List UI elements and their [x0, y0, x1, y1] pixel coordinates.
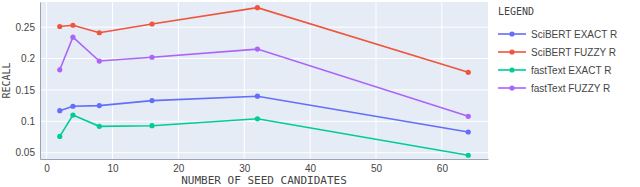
- marker: [57, 67, 62, 72]
- legend-entry: fastText FUZZY R: [498, 83, 610, 94]
- grid-line: [46, 2, 47, 159]
- marker: [57, 108, 62, 113]
- marker: [57, 24, 62, 29]
- marker: [97, 124, 102, 129]
- tick-label: 10: [107, 163, 119, 174]
- marker: [70, 112, 75, 117]
- plot-background: [40, 2, 488, 159]
- tick: 0: [44, 159, 50, 174]
- chart: 0 10 20 30 40 50 60 0.05 0.1 0.15 0.2 0.25 NUMBER OF…: [0, 0, 640, 187]
- grid-line: [40, 89, 488, 90]
- tick-label: 0.2: [21, 53, 35, 64]
- legend: LEGEND SciBERT EXACT R SciBERT FUZZY R fast…: [498, 6, 617, 94]
- tick-label: 0.05: [16, 147, 36, 158]
- tick: 20: [173, 159, 185, 174]
- legend-marker: [509, 31, 514, 36]
- tick: 0.25: [16, 22, 40, 33]
- marker: [97, 103, 102, 108]
- marker: [97, 58, 102, 63]
- marker: [149, 123, 154, 128]
- legend-title: LEGEND: [498, 6, 534, 17]
- legend-label: SciBERT FUZZY R: [531, 47, 616, 58]
- marker: [57, 134, 62, 139]
- series-group: [57, 5, 471, 158]
- axis-line: [41, 159, 489, 160]
- grid-line: [441, 2, 442, 159]
- marker: [149, 21, 154, 26]
- tick: 0.05: [16, 147, 40, 158]
- grid-line: [40, 27, 488, 28]
- grid-line: [244, 2, 245, 159]
- tick: 0.2: [21, 53, 40, 64]
- legend-entry: SciBERT FUZZY R: [498, 47, 616, 58]
- marker: [466, 153, 471, 158]
- grid-line: [40, 121, 488, 122]
- grid-line: [112, 2, 113, 159]
- grid: [40, 2, 488, 159]
- tick: 50: [371, 159, 383, 174]
- x-axis: 0 10 20 30 40 50 60: [41, 159, 489, 174]
- tick: 30: [239, 159, 251, 174]
- marker: [70, 23, 75, 28]
- marker: [466, 70, 471, 75]
- grid-line: [40, 152, 488, 153]
- marker: [255, 94, 260, 99]
- legend-label: SciBERT EXACT R: [531, 29, 617, 40]
- tick: 10: [107, 159, 119, 174]
- series-line: [60, 115, 468, 155]
- grid-line: [376, 2, 377, 159]
- legend-entry: fastText EXACT R: [498, 65, 611, 76]
- marker: [255, 116, 260, 121]
- tick-label: 0.15: [16, 85, 36, 96]
- marker: [97, 30, 102, 35]
- legend-entry: SciBERT EXACT R: [498, 29, 617, 40]
- tick: 40: [305, 159, 317, 174]
- legend-marker: [509, 67, 514, 72]
- grid-line: [310, 2, 311, 159]
- tick-label: 0.25: [16, 22, 36, 33]
- tick-label: 40: [305, 163, 317, 174]
- plot: 0 10 20 30 40 50 60 0.05 0.1 0.15 0.2 0.25: [16, 2, 489, 174]
- tick-label: 50: [371, 163, 383, 174]
- tick: 0.1: [21, 116, 40, 127]
- tick-label: 0: [44, 163, 50, 174]
- tick-label: 20: [173, 163, 185, 174]
- legend-marker: [509, 49, 514, 54]
- series-line: [60, 8, 468, 73]
- x-axis-title: NUMBER OF SEED CANDIDATES: [181, 174, 347, 187]
- legend-marker: [509, 85, 514, 90]
- marker: [149, 55, 154, 60]
- axis-line: [40, 3, 41, 160]
- y-axis: 0.05 0.1 0.15 0.2 0.25: [16, 3, 41, 160]
- marker: [149, 98, 154, 103]
- tick: 0.15: [16, 85, 40, 96]
- marker: [70, 104, 75, 109]
- marker: [466, 114, 471, 119]
- grid-line: [178, 2, 179, 159]
- marker: [255, 47, 260, 52]
- marker: [255, 5, 260, 10]
- legend-label: fastText FUZZY R: [531, 83, 610, 94]
- tick: 60: [437, 159, 449, 174]
- tick-label: 0.1: [21, 116, 35, 127]
- marker: [70, 35, 75, 40]
- y-axis-title: RECALL: [1, 62, 12, 98]
- tick-label: 60: [437, 163, 449, 174]
- legend-label: fastText EXACT R: [531, 65, 611, 76]
- marker: [466, 129, 471, 134]
- series-line: [60, 37, 468, 116]
- tick-label: 30: [239, 163, 251, 174]
